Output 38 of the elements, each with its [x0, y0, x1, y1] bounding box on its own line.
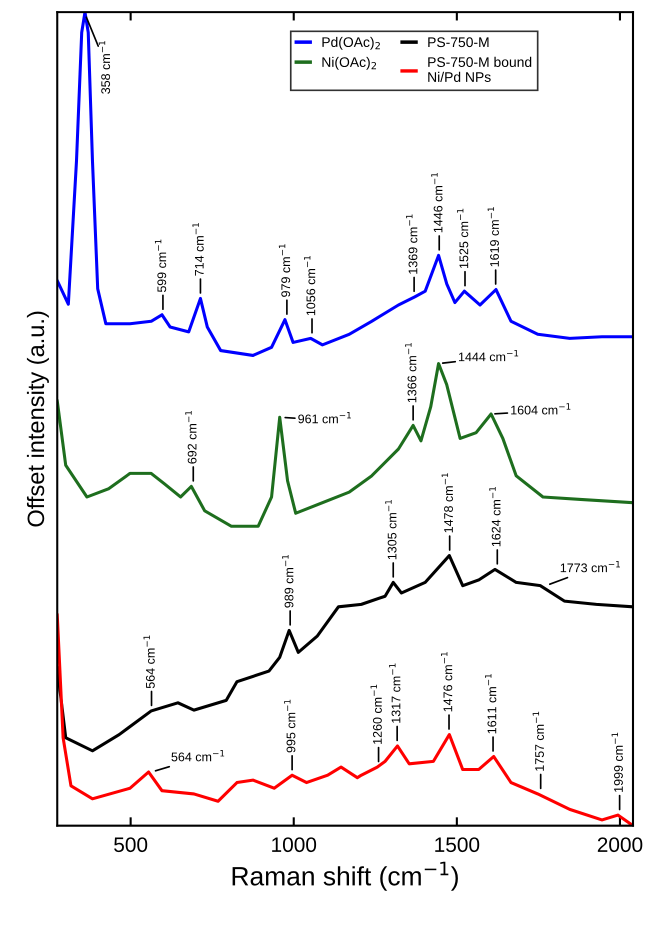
legend-label: PS-750-M: [428, 37, 489, 48]
x-tick-label: 1000: [272, 837, 316, 852]
x-tick-label: 1500: [435, 837, 480, 852]
annotation: 564 cm$^{−1}$: [144, 636, 155, 688]
annotation: 1446 cm$^{−1}$: [431, 173, 442, 232]
legend-label: Ni(OAc)$_{2}$: [322, 56, 376, 70]
annotation: 989 cm$^{−1}$: [282, 554, 294, 608]
annotation: 1624 cm$^{−1}$: [489, 487, 501, 546]
annotation: 1476 cm$^{−1}$: [441, 652, 452, 712]
annotation: 1317 cm$^{−1}$: [389, 664, 400, 723]
annotation: 1757 cm$^{−1}$: [532, 712, 544, 771]
x-tick-label: 500: [114, 837, 148, 852]
legend-label: PS-750-M bound Ni/Pd NPs: [428, 56, 532, 82]
x-axis-title: Raman shift (cm$^{−1}$): [232, 862, 458, 891]
annotation: 1525 cm$^{−1}$: [456, 208, 468, 268]
annotation: 358 cm$^{−1}$: [98, 41, 110, 94]
annotation: 1619 cm$^{−1}$: [488, 207, 499, 266]
annotation: 1369 cm$^{−1}$: [406, 214, 418, 274]
y-axis-title: Offset intensity (a.u.): [26, 312, 49, 526]
annotation: 995 cm$^{−1}$: [284, 700, 296, 752]
annotation: 714 cm$^{−1}$: [192, 223, 204, 276]
annotation: 1478 cm$^{−1}$: [442, 473, 453, 532]
annotation: 1305 cm$^{−1}$: [385, 500, 397, 560]
legend-label: Pd(OAc)$_{2}$: [322, 36, 380, 50]
annotation: 1260 cm$^{−1}$: [370, 684, 382, 744]
annotation: 1999 cm$^{−1}$: [612, 732, 623, 792]
annotation: 1366 cm$^{−1}$: [405, 343, 416, 402]
annotation: 1444 cm$^{−1}$: [458, 350, 518, 362]
annotation: 1056 cm$^{−1}$: [304, 256, 316, 316]
annotation: 564 cm$^{−1}$: [171, 750, 224, 762]
annotation: 692 cm$^{−1}$: [185, 410, 197, 464]
annotation: 961 cm$^{−1}$: [298, 412, 351, 424]
annotation: 599 cm$^{−1}$: [154, 240, 166, 292]
annotation: 1611 cm$^{−1}$: [485, 674, 496, 734]
annotation: 979 cm$^{−1}$: [278, 244, 290, 297]
x-tick-label: 2000: [598, 837, 642, 852]
annotation: 1773 cm$^{−1}$: [560, 560, 620, 572]
annotation: 1604 cm$^{−1}$: [511, 403, 570, 415]
